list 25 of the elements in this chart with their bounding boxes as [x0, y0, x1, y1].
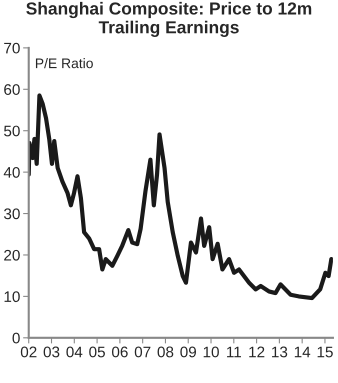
x-tick-label: 10 — [204, 346, 219, 358]
x-tick-label: 07 — [134, 346, 150, 358]
x-tick-label: 09 — [180, 346, 196, 358]
y-tick-label: 40 — [4, 167, 20, 178]
y-axis-title: P/E Ratio — [36, 58, 93, 68]
y-tick-label: 50 — [4, 126, 20, 136]
x-tick-label: 04 — [66, 346, 82, 358]
x-tick-label: 11 — [227, 346, 241, 358]
x-tick-label: 15 — [318, 346, 333, 358]
x-tick-label: 05 — [89, 346, 105, 358]
x-tick-label: 08 — [158, 346, 174, 358]
y-tick-label: 60 — [4, 84, 20, 95]
x-tick-label: 02 — [20, 346, 36, 358]
y-tick-label: 0 — [12, 332, 20, 344]
x-tick-label: 03 — [44, 346, 60, 358]
x-tick-label: 12 — [249, 346, 264, 358]
x-tick-label: 14 — [294, 346, 310, 358]
y-tick-label: 70 — [4, 42, 20, 54]
y-tick-label: 30 — [4, 208, 20, 220]
y-tick-label: 20 — [4, 250, 20, 261]
x-tick-label: 13 — [272, 346, 288, 358]
chart-title: Shanghai Composite: Price to 12m Trailing Earnings — [26, 2, 312, 37]
line-series — [28, 93, 333, 300]
y-tick-label: 10 — [4, 291, 20, 302]
x-tick-label: 06 — [112, 346, 128, 358]
